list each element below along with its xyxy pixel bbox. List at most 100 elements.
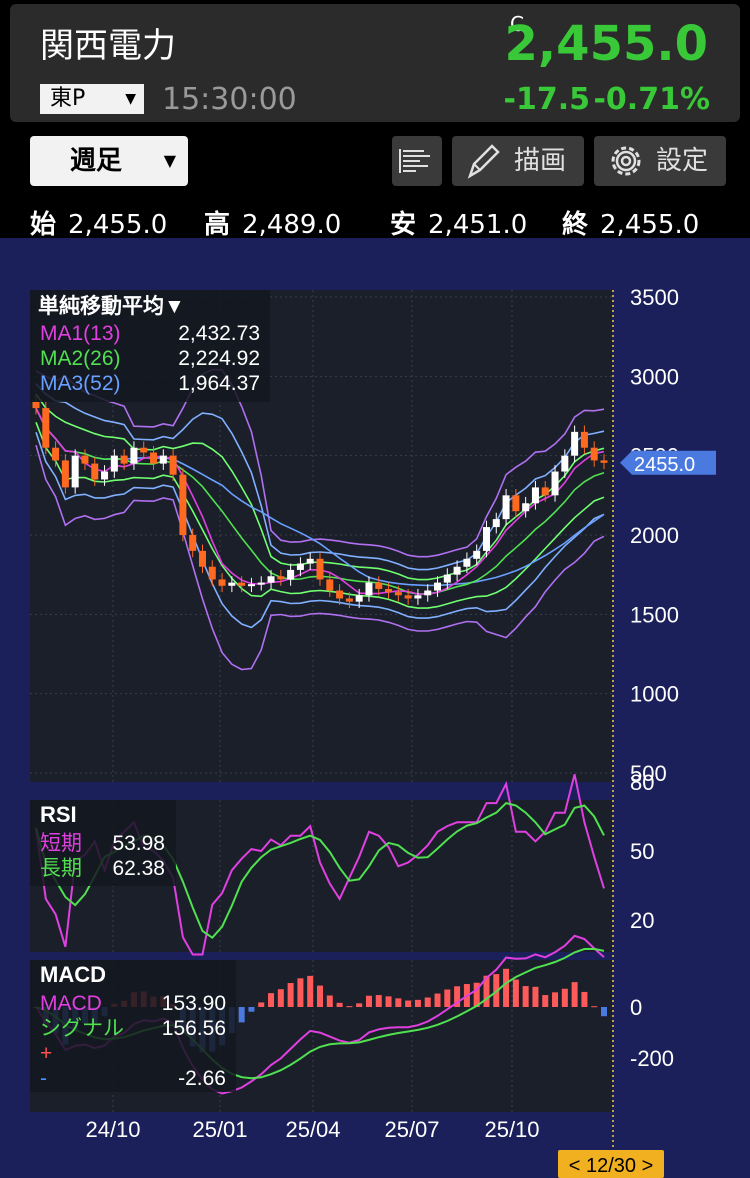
macd-tick-label: -200 xyxy=(630,1046,674,1071)
candle-body xyxy=(159,455,167,464)
candle-body xyxy=(120,455,128,464)
macd-hist-bar xyxy=(317,985,323,1007)
period-label: 週足 xyxy=(70,146,123,176)
macd-legend-value: -2.66 xyxy=(178,1067,226,1090)
candle-body xyxy=(218,579,226,586)
ohlc-close: 終 2,455.0 xyxy=(562,204,699,241)
rsi-legend-value: 53.98 xyxy=(112,832,165,855)
candle-body xyxy=(277,576,285,580)
candle-body xyxy=(140,447,148,453)
macd-hist-bar xyxy=(581,991,588,1007)
ma-legend-value: 2,432.73 xyxy=(178,322,260,345)
draw-button[interactable]: 描画 xyxy=(452,136,584,186)
candle-body xyxy=(345,598,353,602)
macd-hist-bar xyxy=(483,975,490,1007)
indicator-list-button[interactable] xyxy=(392,136,442,186)
macd-hist-bar xyxy=(356,1003,363,1007)
macd-legend-name: シグナル xyxy=(40,1017,124,1040)
chevron-down-icon: ▼ xyxy=(163,151,176,170)
quote-header: 関西電力 東P ▼ 15:30:00 C 2,455.0 -17.5 -0.71… xyxy=(10,4,740,122)
candle-body xyxy=(198,550,206,567)
candle-body xyxy=(463,558,471,567)
candle-body xyxy=(150,452,158,464)
macd-title: MACD xyxy=(40,962,106,987)
y-tick-label: 500 xyxy=(630,761,667,786)
chevron-down-icon: ▼ xyxy=(125,91,136,107)
rsi-legend-box xyxy=(30,800,176,886)
y-tick-label: 2000 xyxy=(630,523,679,548)
market-select[interactable]: 東P ▼ xyxy=(40,84,144,114)
candle-body xyxy=(453,566,461,575)
macd-hist-bar xyxy=(365,995,372,1007)
macd-legend-name: + xyxy=(40,1042,52,1065)
macd-tick-label: 0 xyxy=(630,995,642,1020)
rsi-legend-name: 短期 xyxy=(40,832,82,855)
macd-hist-bar xyxy=(424,997,431,1007)
settings-button[interactable]: 設定 xyxy=(594,136,726,186)
candle-body xyxy=(385,588,393,593)
gear-icon xyxy=(611,146,641,176)
draw-label: 描画 xyxy=(514,146,567,176)
list-bars-icon xyxy=(399,149,430,173)
macd-hist-bar xyxy=(444,989,451,1007)
pencil-icon xyxy=(467,144,500,179)
candle-body xyxy=(110,455,118,472)
bb-outer-upper xyxy=(35,368,605,558)
candle-body xyxy=(61,460,69,488)
y-tick-label: 3500 xyxy=(630,285,679,310)
candle-body xyxy=(404,595,412,599)
ma-legend-name: MA1(13) xyxy=(40,322,121,345)
candle-body xyxy=(600,460,608,463)
candle-body xyxy=(365,582,373,596)
bb-mid-lower xyxy=(35,432,605,629)
y-tick-label: 3000 xyxy=(630,364,679,389)
low-value: 2,451.0 xyxy=(428,210,528,240)
price-change-pct: -0.71% xyxy=(593,82,710,117)
macd-legend-value: 153.90 xyxy=(162,992,226,1015)
ma-legend-title: 単純移動平均▼ xyxy=(38,294,185,318)
candle-body xyxy=(101,471,109,480)
macd-hist-bar xyxy=(297,978,304,1007)
macd-hist-bar xyxy=(434,993,441,1007)
rsi-tick-label: 50 xyxy=(630,839,654,864)
rsi-legend-value: 62.38 xyxy=(112,857,165,880)
macd-hist-bar xyxy=(454,986,461,1007)
candle-body xyxy=(443,574,451,583)
x-tick-label: 24/10 xyxy=(85,1117,140,1142)
macd-hist-bar xyxy=(336,1002,343,1007)
high-label: 高 xyxy=(204,210,231,240)
candles xyxy=(32,395,608,608)
current-price: 2,455.0 xyxy=(504,16,708,72)
price-change: -17.5 xyxy=(503,82,590,117)
macd-hist-bar xyxy=(385,996,392,1007)
period-select[interactable]: 週足 ▼ xyxy=(30,136,188,186)
macd-legend-value: 156.56 xyxy=(162,1017,226,1040)
macd-hist-bar xyxy=(522,986,529,1007)
ohlc-low: 安 2,451.0 xyxy=(390,204,527,241)
candle-body xyxy=(267,576,275,583)
rsi-tick-label: 80 xyxy=(630,770,654,795)
candle-body xyxy=(414,595,422,599)
candle-body xyxy=(561,455,569,472)
candle-body xyxy=(81,455,89,464)
candle-body xyxy=(71,455,79,488)
macd-hist-bar xyxy=(512,979,519,1007)
macd-hist-bar xyxy=(375,995,382,1007)
high-value: 2,489.0 xyxy=(242,210,342,240)
y-tick-label: 1000 xyxy=(630,682,679,707)
candle-body xyxy=(326,579,334,591)
macd-hist-bar xyxy=(326,995,333,1007)
candle-body xyxy=(502,495,510,520)
candle-body xyxy=(492,519,500,528)
macd-hist-bar xyxy=(268,993,275,1007)
macd-hist-bar xyxy=(238,1007,245,1023)
open-label: 始 xyxy=(30,210,57,240)
candle-body xyxy=(336,590,344,599)
current-price-tag-label: 2455.0 xyxy=(634,454,695,476)
stock-name: 関西電力 xyxy=(40,26,176,66)
ohlc-high: 高 2,489.0 xyxy=(204,204,341,241)
current-price-tag xyxy=(620,450,716,475)
candle-body xyxy=(257,582,265,585)
candle-body xyxy=(91,463,99,480)
